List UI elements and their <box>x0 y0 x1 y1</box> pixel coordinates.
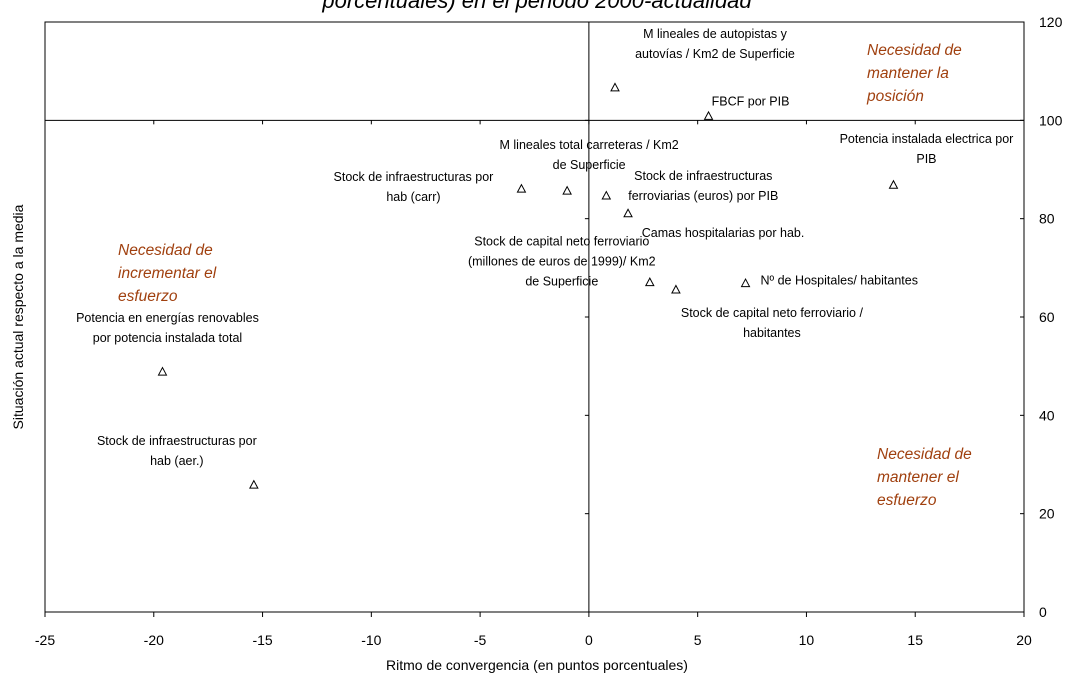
quadrant-label: Necesidad de <box>118 242 213 259</box>
data-point-label: Stock de infraestructuras <box>634 169 772 183</box>
x-tick-label: -5 <box>474 632 487 648</box>
data-points <box>157 82 899 489</box>
quadrant-label: Necesidad de <box>877 446 972 463</box>
point-labels: M lineales de autopistas y autovías / Km2… <box>76 27 1013 468</box>
data-point-label: hab (carr) <box>386 190 440 204</box>
quadrant-label: incrementar el <box>118 265 217 282</box>
data-point-marker <box>644 277 655 287</box>
y-axis-title: Situación actual respecto a la media <box>10 204 26 429</box>
reference-lines <box>44 21 1025 613</box>
data-point-label: Potencia en energías renovables <box>76 311 259 325</box>
x-axis-title: Ritmo de convergencia (en puntos porcent… <box>386 657 688 673</box>
data-point-label: de Superficie <box>553 158 626 172</box>
data-point-label: FBCF por PIB <box>712 94 790 108</box>
data-point-label: autovías / Km2 de Superficie <box>635 47 795 61</box>
data-point-marker <box>623 208 633 218</box>
quadrant-label: esfuerzo <box>877 492 937 509</box>
data-point-marker <box>601 190 612 200</box>
data-point-label: Nº de Hospitales/ habitantes <box>761 274 918 288</box>
data-point-label: Stock de infraestructuras por <box>97 434 257 448</box>
y-tick-label: 0 <box>1039 604 1047 620</box>
data-point-marker <box>610 82 620 92</box>
data-point-label: hab (aer.) <box>150 454 204 468</box>
x-tick-label: -25 <box>35 632 55 648</box>
quadrant-label: posición <box>866 88 924 105</box>
quadrant-label: esfuerzo <box>118 288 178 305</box>
y-tick-label: 100 <box>1039 112 1063 128</box>
x-tick-label: 5 <box>694 632 702 648</box>
data-point-marker <box>157 366 168 376</box>
data-point-label: PIB <box>916 152 936 166</box>
x-tick-label: -20 <box>144 632 164 648</box>
quadrant-labels: Necesidad de mantener la posición Necesidad… <box>118 42 972 509</box>
y-axis-ticks: 0 20 40 60 80 100 120 <box>1020 14 1063 620</box>
data-point-label: habitantes <box>743 326 801 340</box>
data-point-label: Potencia instalada electrica por <box>840 132 1014 146</box>
x-tick-label: 0 <box>585 632 593 648</box>
data-point-label: Stock de infraestructuras por <box>334 170 494 184</box>
x-tick-label: -10 <box>361 632 381 648</box>
y-tick-label: 40 <box>1039 407 1055 423</box>
chart-title: porcentuales) en el periodo 2000-actuali… <box>321 0 752 13</box>
x-tick-label: 10 <box>799 632 815 648</box>
data-point-marker <box>740 278 751 288</box>
data-point-label: Stock de capital neto ferroviario / <box>681 306 864 320</box>
data-point-marker <box>562 185 572 195</box>
y-tick-label: 120 <box>1039 14 1063 30</box>
data-point-label: de Superficie <box>525 275 598 289</box>
x-tick-label: 20 <box>1016 632 1032 648</box>
data-point-label: M lineales de autopistas y <box>643 27 788 41</box>
data-point-marker <box>516 183 527 193</box>
x-axis-ticks: -25 -20 -15 -10 -5 0 5 10 15 20 <box>35 612 1032 648</box>
quadrant-label: mantener la <box>867 65 949 82</box>
data-point-marker <box>249 479 259 489</box>
data-point-label: (millones de euros de 1999)/ Km2 <box>468 255 656 269</box>
data-point-label: por potencia instalada total <box>93 331 242 345</box>
data-point-marker <box>671 284 681 294</box>
x-tick-label: -15 <box>252 632 272 648</box>
y-tick-label: 60 <box>1039 309 1055 325</box>
data-point-label: ferroviarias (euros) por PIB <box>628 189 778 203</box>
data-point-label: Camas hospitalarias por hab. <box>642 226 805 240</box>
y-tick-label: 80 <box>1039 211 1055 227</box>
quadrant-label: Necesidad de <box>867 42 962 59</box>
quadrant-label: mantener el <box>877 469 959 486</box>
data-point-marker <box>703 110 714 120</box>
x-tick-label: 15 <box>907 632 923 648</box>
data-point-label: Stock de capital neto ferroviario <box>474 235 649 249</box>
data-point-label: M lineales total carreteras / Km2 <box>500 138 679 152</box>
data-point-marker <box>888 179 899 189</box>
y-tick-label: 20 <box>1039 506 1055 522</box>
